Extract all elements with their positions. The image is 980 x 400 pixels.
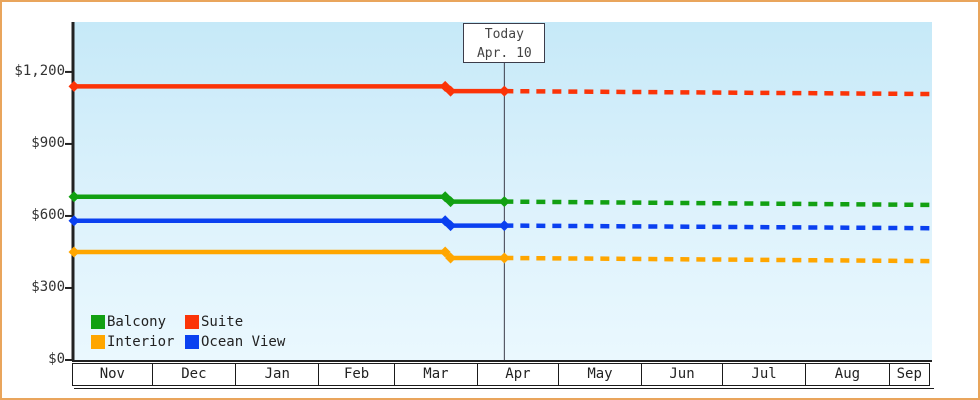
y-axis-label: $0: [48, 351, 65, 367]
plot-area: [74, 22, 932, 360]
today-box: Today Apr. 10: [463, 23, 546, 63]
month-cell-aug: Aug: [806, 363, 890, 386]
month-cell-dec: Dec: [152, 363, 237, 386]
legend-swatch: [185, 315, 199, 329]
month-cell-nov: Nov: [72, 363, 153, 386]
legend-swatch: [185, 335, 199, 349]
legend-item-ocean-view: Ocean View: [185, 334, 285, 350]
month-cell-jul: Jul: [722, 363, 807, 386]
month-cell-apr: Apr: [478, 363, 559, 386]
month-cell-may: May: [558, 363, 643, 386]
legend-label: Ocean View: [201, 334, 286, 350]
legend: Balcony Suite Interior Ocean View: [91, 312, 285, 352]
month-cell-sep: Sep: [889, 363, 930, 386]
legend-swatch: [91, 315, 105, 329]
legend-item-suite: Suite: [185, 314, 243, 330]
month-cell-jun: Jun: [642, 363, 723, 386]
today-date: Apr. 10: [476, 46, 532, 61]
today-label: Today: [484, 27, 524, 42]
legend-item-balcony: Balcony: [91, 314, 185, 330]
y-axis-label: $300: [31, 278, 65, 295]
y-axis-label: $1,200: [14, 62, 65, 79]
y-axis-label: $600: [31, 206, 65, 223]
month-cell-jan: Jan: [236, 363, 320, 386]
month-cell-mar: Mar: [394, 363, 479, 386]
legend-label: Suite: [201, 314, 244, 330]
legend-row: Balcony Suite: [91, 312, 285, 332]
month-axis: Nov Dec Jan Feb Mar Apr May Jun Jul Aug Sep: [72, 363, 930, 386]
axis-baseline: [74, 388, 934, 389]
legend-row: Interior Ocean View: [91, 332, 285, 352]
legend-item-interior: Interior: [91, 334, 185, 350]
legend-label: Interior: [107, 334, 175, 350]
legend-swatch: [91, 335, 105, 349]
month-cell-feb: Feb: [319, 363, 395, 386]
y-axis-label: $900: [31, 134, 65, 151]
legend-label: Balcony: [107, 314, 167, 330]
